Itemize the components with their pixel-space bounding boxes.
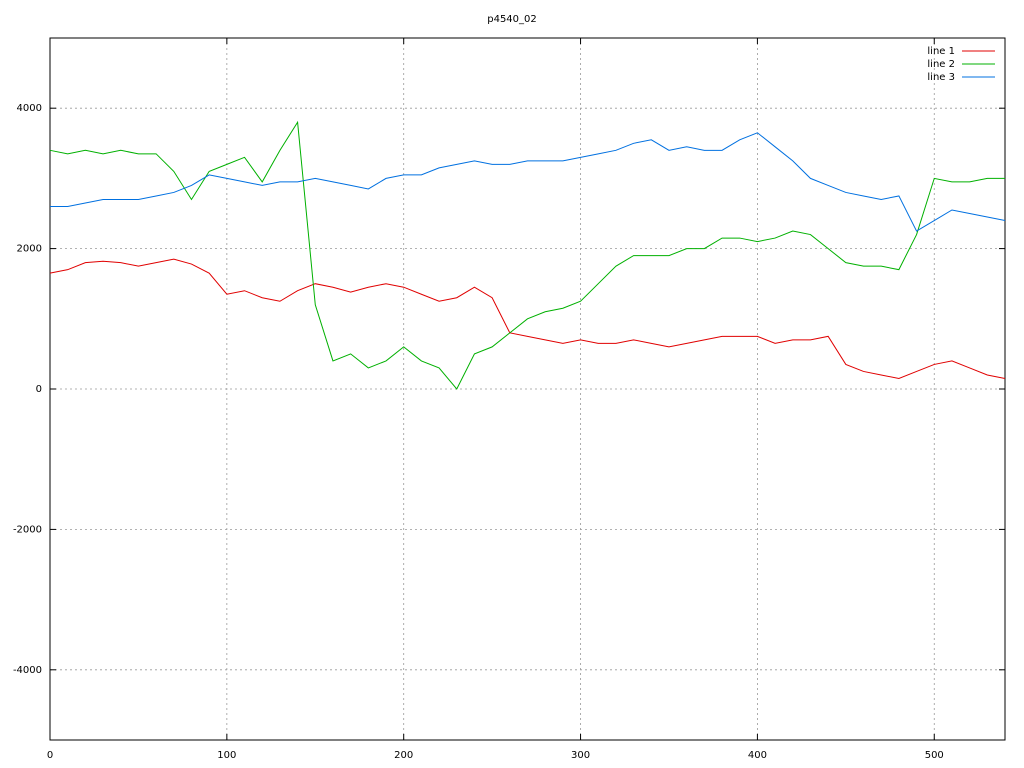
chart-title: p4540_02 (487, 14, 537, 25)
x-tick-label: 200 (394, 750, 413, 761)
series-line (49, 258, 1006, 379)
legend-label: line 3 (927, 72, 955, 83)
legend-label: line 1 (927, 46, 955, 57)
y-tick-label: 4000 (17, 103, 42, 114)
y-tick-label: 2000 (17, 244, 42, 255)
y-tick-label: -2000 (13, 524, 42, 535)
x-tick-label: 400 (748, 750, 767, 761)
plot-frame (49, 37, 1006, 741)
x-tick-label: 500 (925, 750, 944, 761)
y-tick-label: 0 (36, 384, 42, 395)
y-tick-label: -4000 (13, 665, 42, 676)
x-tick-label: 100 (217, 750, 236, 761)
x-tick-label: 300 (571, 750, 590, 761)
series-line (50, 132, 1006, 232)
x-tick-label: 0 (47, 750, 53, 761)
series-line (49, 120, 1005, 390)
legend-label: line 2 (927, 59, 955, 70)
